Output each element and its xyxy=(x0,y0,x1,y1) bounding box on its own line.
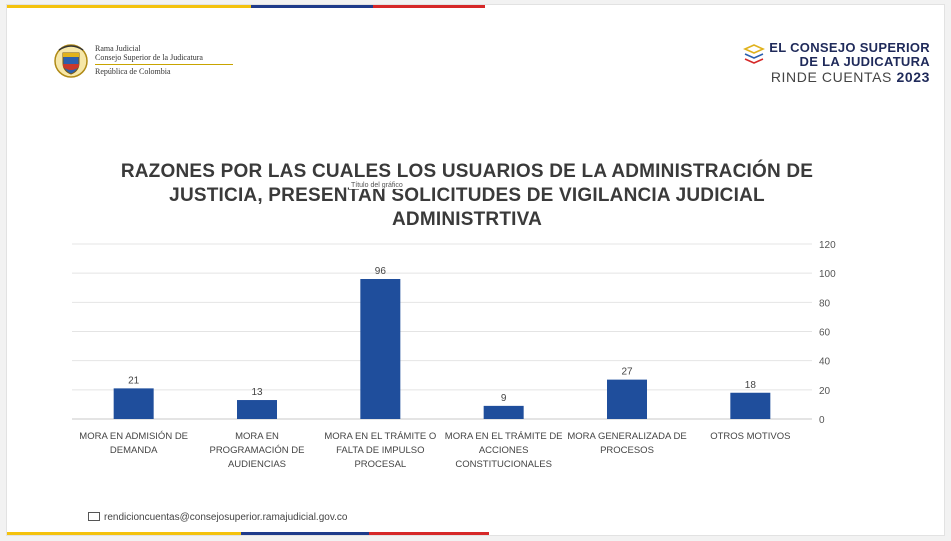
data-label-0: 21 xyxy=(128,375,140,386)
data-label-5: 18 xyxy=(745,380,757,391)
category-labels: MORA EN ADMISIÓN DE DEMANDA MORA EN PROGRAM… xyxy=(79,431,790,470)
category-label-4-0: MORA GENERALIZADA DE xyxy=(567,431,686,442)
flag-stripe-blue-top xyxy=(251,5,373,8)
bar-5 xyxy=(730,392,771,419)
y-tick-label-60: 60 xyxy=(819,328,831,339)
footer: rendicioncuentas@consejosuperior.ramajud… xyxy=(88,512,347,523)
category-label-1-2: AUDIENCIAS xyxy=(228,459,286,470)
entity-divider xyxy=(95,64,233,65)
data-label-1: 13 xyxy=(251,387,263,398)
category-label-2-2: PROCESAL xyxy=(354,459,406,470)
category-label-1-0: MORA EN xyxy=(235,431,279,442)
data-labels: 21 13 96 9 27 18 xyxy=(128,266,756,404)
data-label-4: 27 xyxy=(621,367,633,378)
flag-stripe-blue-bottom xyxy=(241,532,369,535)
flag-stripe-yellow-bottom xyxy=(7,532,241,535)
grid-lines xyxy=(72,243,812,420)
bars xyxy=(113,279,771,419)
brand-year: 2023 xyxy=(896,69,930,85)
bar-0 xyxy=(113,388,154,419)
bar-4 xyxy=(607,379,647,419)
category-label-5-0: OTROS MOTIVOS xyxy=(710,431,790,442)
flag-stripe-yellow-top xyxy=(7,5,251,8)
y-axis-ticks: 0 20 40 60 80 100 120 xyxy=(819,240,836,426)
entity-block: Rama Judicial Consejo Superior de la Jud… xyxy=(95,44,233,76)
category-label-2-0: MORA EN EL TRÁMITE O xyxy=(324,431,436,442)
category-label-0-1: DEMANDA xyxy=(110,445,158,456)
brand-line-3: RINDE CUENTAS 2023 xyxy=(769,69,930,86)
y-tick-label-120: 120 xyxy=(819,240,836,251)
data-label-2: 96 xyxy=(375,266,387,277)
chart-title-placeholder: Título del gráfico xyxy=(349,182,405,189)
bar-1 xyxy=(237,400,277,419)
category-label-3-2: CONSTITUCIONALES xyxy=(455,459,552,470)
entity-line-1: Rama Judicial xyxy=(95,44,141,53)
bar-3 xyxy=(483,405,524,419)
y-tick-label-40: 40 xyxy=(819,357,831,368)
brand-block: EL CONSEJO SUPERIOR DE LA JUDICATURA RIN… xyxy=(743,40,930,86)
coat-of-arms-icon xyxy=(54,44,88,78)
category-label-3-1: ACCIONES xyxy=(479,445,529,456)
category-label-0-0: MORA EN ADMISIÓN DE xyxy=(79,431,188,442)
category-label-2-1: FALTA DE IMPULSO xyxy=(336,445,424,456)
slide: Rama Judicial Consejo Superior de la Jud… xyxy=(6,4,945,536)
layers-icon xyxy=(743,44,766,64)
brand-line-1: EL CONSEJO SUPERIOR xyxy=(769,40,930,55)
flag-stripe-red-top xyxy=(373,5,485,8)
flag-stripe-red-bottom xyxy=(369,532,489,535)
category-label-4-1: PROCESOS xyxy=(600,445,654,456)
brand-line-3-text: RINDE CUENTAS xyxy=(770,69,892,85)
y-tick-label-0: 0 xyxy=(819,415,825,426)
chart-title: RAZONES POR LAS CUALES LOS USUARIOS DE L… xyxy=(120,161,814,230)
footer-email[interactable]: rendicioncuentas@consejosuperior.ramajud… xyxy=(104,512,348,523)
category-label-1-1: PROGRAMACIÓN DE xyxy=(209,445,304,456)
y-tick-label-80: 80 xyxy=(819,298,831,309)
y-tick-label-100: 100 xyxy=(819,269,836,280)
category-label-3-0: MORA EN EL TRÁMITE DE xyxy=(445,431,563,442)
entity-line-3: República de Colombia xyxy=(95,67,171,76)
bar-2 xyxy=(360,279,401,419)
entity-line-2: Consejo Superior de la Judicatura xyxy=(95,53,203,62)
brand-line-2: DE LA JUDICATURA xyxy=(799,54,930,69)
data-label-3: 9 xyxy=(501,393,507,404)
y-tick-label-20: 20 xyxy=(819,386,831,397)
mail-icon xyxy=(88,512,100,521)
